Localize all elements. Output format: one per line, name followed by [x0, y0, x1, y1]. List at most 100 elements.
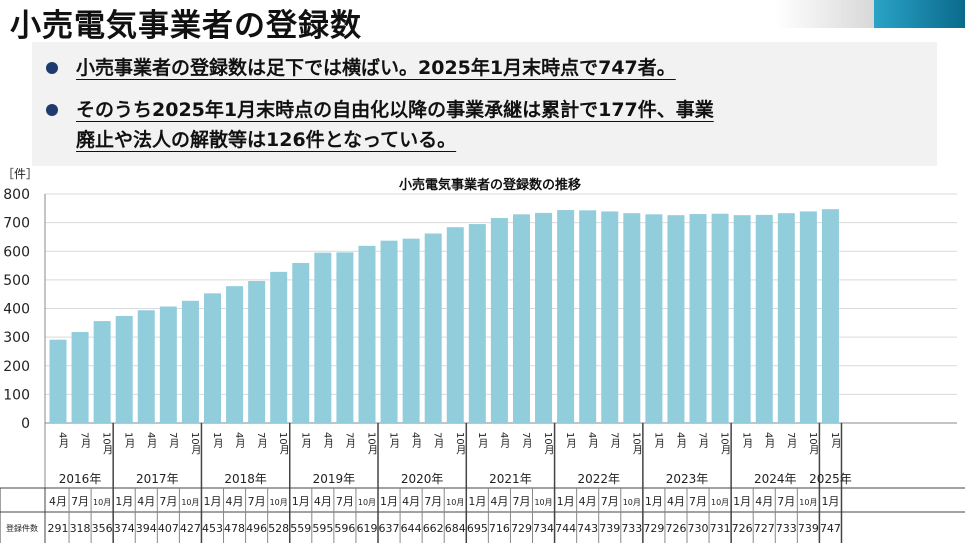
bar — [777, 213, 795, 423]
table-value-cell: 729 — [643, 522, 664, 535]
bar — [402, 238, 420, 423]
y-tick-label: 800 — [3, 187, 30, 203]
table-value-cell: 374 — [114, 522, 135, 535]
x-tick-label: 1月 — [564, 432, 576, 449]
table-header-cell: 7月 — [248, 495, 266, 508]
year-label: 2016年 — [59, 472, 102, 486]
x-tick-label: 10月 — [189, 432, 201, 456]
year-label: 2018年 — [224, 472, 267, 486]
table-value-cell: 743 — [577, 522, 598, 535]
table-value-cell: 727 — [754, 522, 775, 535]
table-row-label: 登録件数 — [6, 523, 38, 533]
x-tick-label: 7月 — [785, 432, 797, 449]
table-header-cell: 4月 — [49, 495, 67, 508]
bar — [799, 211, 817, 423]
y-axis-label: ［件］ — [2, 167, 38, 181]
bar — [137, 310, 155, 423]
year-label: 2024年 — [754, 472, 797, 486]
x-tick-label: 4月 — [410, 432, 422, 449]
table-header-cell: 4月 — [755, 495, 773, 508]
table-value-cell: 744 — [555, 522, 576, 535]
table-value-cell: 662 — [423, 522, 444, 535]
table-header-cell: 7月 — [689, 495, 707, 508]
x-tick-label: 4月 — [586, 432, 598, 449]
x-tick-label: 7月 — [432, 432, 444, 449]
bar — [645, 214, 663, 423]
y-tick-label: 500 — [3, 273, 30, 289]
table-header-cell: 1月 — [468, 495, 486, 508]
y-tick-label: 200 — [3, 359, 30, 375]
y-tick-label: 700 — [3, 216, 30, 232]
bullet-text: 廃止や法人の解散等は126件となっている。 — [76, 129, 457, 151]
table-value-cell: 730 — [688, 522, 709, 535]
bar — [380, 240, 398, 423]
bar — [248, 281, 266, 423]
bar — [71, 331, 89, 423]
table-header-cell: 7月 — [159, 495, 177, 508]
bar — [159, 306, 177, 423]
bar — [601, 211, 619, 423]
bullet-text: 小売事業者の登録数は足下では横ばい。2025年1月末時点で747者。 — [76, 57, 676, 79]
table-header-cell: 10月 — [358, 498, 376, 507]
table-header-cell: 7月 — [601, 495, 619, 508]
table-value-cell: 733 — [776, 522, 797, 535]
table-value-cell: 726 — [732, 522, 753, 535]
year-label: 2022年 — [577, 472, 620, 486]
table-value-cell: 747 — [820, 522, 841, 535]
table-header-cell: 10月 — [623, 498, 641, 507]
y-tick-label: 300 — [3, 330, 30, 346]
year-label: 2020年 — [401, 472, 444, 486]
table-value-cell: 478 — [224, 522, 245, 535]
table-value-cell: 644 — [401, 522, 422, 535]
x-tick-label: 1月 — [123, 432, 135, 449]
table-header-cell: 10月 — [181, 498, 199, 507]
table-header-cell: 7月 — [512, 495, 530, 508]
bar — [93, 321, 111, 423]
table-header-cell: 1月 — [557, 495, 575, 508]
table-value-cell: 739 — [599, 522, 620, 535]
table-header-cell: 4月 — [402, 495, 420, 508]
table-value-cell: 407 — [158, 522, 179, 535]
page-title: 小売電気事業者の登録数 — [10, 8, 362, 44]
x-tick-label: 10月 — [365, 432, 377, 456]
x-tick-label: 4月 — [498, 432, 510, 449]
bar — [821, 209, 839, 423]
table-value-cell: 726 — [665, 522, 686, 535]
table-value-cell: 695 — [467, 522, 488, 535]
x-tick-label: 4月 — [763, 432, 775, 449]
table-value-cell: 528 — [268, 522, 289, 535]
bar — [49, 339, 67, 423]
table-value-cell: 733 — [621, 522, 642, 535]
bar — [446, 227, 464, 423]
bar — [292, 262, 310, 423]
bar — [579, 210, 597, 423]
summary-box: 小売事業者の登録数は足下では横ばい。2025年1月末時点で747者。 そのうち2… — [32, 42, 937, 166]
bar — [226, 286, 244, 423]
x-tick-label: 4月 — [674, 432, 686, 449]
bar — [623, 213, 641, 423]
bar — [512, 214, 530, 423]
x-tick-label: 4月 — [233, 432, 245, 449]
x-tick-label: 10月 — [719, 432, 731, 456]
x-tick-label: 1月 — [211, 432, 223, 449]
x-tick-label: 7月 — [167, 432, 179, 449]
bar — [424, 233, 442, 423]
table-value-cell: 318 — [70, 522, 91, 535]
x-tick-label: 4月 — [57, 432, 69, 449]
bullet-text: そのうち2025年1月末時点の自由化以降の事業承継は累計で177件、事業 — [76, 99, 714, 121]
year-label: 2025年 — [809, 472, 852, 486]
x-tick-label: 7月 — [343, 432, 355, 449]
table-header-cell: 10月 — [93, 498, 111, 507]
x-tick-label: 10月 — [630, 432, 642, 456]
x-tick-label: 1月 — [388, 432, 400, 449]
table-value-cell: 684 — [445, 522, 466, 535]
table-value-cell: 595 — [312, 522, 333, 535]
x-tick-label: 1月 — [299, 432, 311, 449]
bar — [711, 213, 729, 423]
bar — [733, 215, 751, 423]
table-header-cell: 1月 — [292, 495, 310, 508]
table-value-cell: 596 — [334, 522, 355, 535]
x-tick-label: 1月 — [741, 432, 753, 449]
table-header-cell: 4月 — [226, 495, 244, 508]
